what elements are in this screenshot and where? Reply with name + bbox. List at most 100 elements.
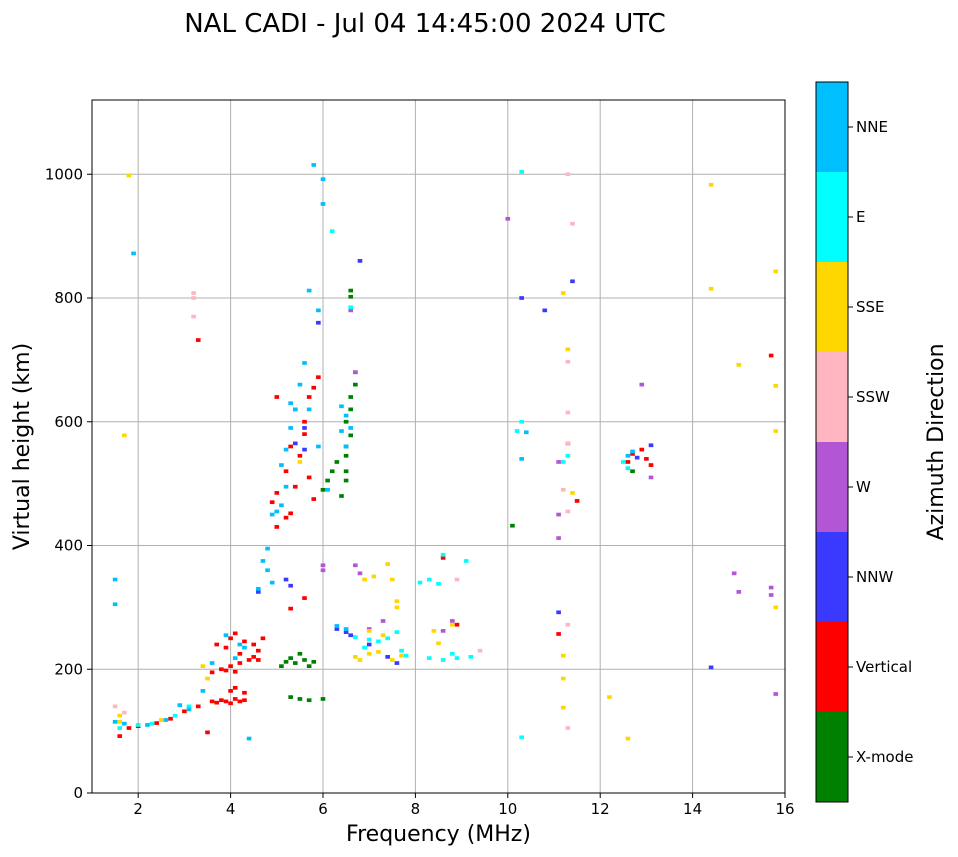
echo-point-vertical bbox=[648, 463, 654, 467]
echo-point-e bbox=[463, 559, 469, 563]
echo-point-e bbox=[625, 466, 631, 471]
echo-point-sse bbox=[560, 705, 566, 710]
echo-point-x-mode bbox=[348, 294, 354, 299]
echo-point-e bbox=[135, 723, 141, 727]
echo-point-nne bbox=[269, 580, 275, 585]
echo-point-vertical bbox=[288, 444, 293, 449]
echo-point-nne bbox=[283, 447, 289, 452]
echo-point-vertical bbox=[223, 645, 229, 650]
echo-point-w bbox=[731, 571, 737, 576]
colorbar-category-label: NNE bbox=[856, 118, 888, 136]
echo-point-nne bbox=[339, 429, 344, 433]
colorbar-swatch-sse bbox=[816, 262, 848, 352]
echo-point-sse bbox=[625, 736, 631, 741]
echo-point-nne bbox=[630, 449, 635, 454]
echo-point-e bbox=[385, 636, 390, 641]
echo-point-sse bbox=[389, 577, 395, 582]
echo-point-sse bbox=[560, 676, 566, 681]
echo-point-nne bbox=[302, 361, 307, 365]
echo-point-nnw bbox=[316, 320, 321, 325]
echo-point-nnw bbox=[570, 279, 575, 284]
echo-point-x-mode bbox=[279, 664, 284, 669]
echo-point-w bbox=[736, 590, 742, 594]
echo-point-vertical bbox=[274, 491, 280, 495]
echo-point-w bbox=[556, 536, 561, 540]
echo-point-e bbox=[450, 651, 455, 656]
echo-point-e bbox=[117, 726, 123, 730]
echo-point-x-mode bbox=[288, 656, 293, 660]
echo-point-ssw bbox=[191, 291, 196, 295]
echo-point-w bbox=[450, 619, 455, 623]
echo-point-sse bbox=[362, 577, 367, 582]
echo-point-nne bbox=[316, 308, 321, 313]
echo-point-sse bbox=[366, 651, 372, 656]
echo-point-nne bbox=[279, 463, 284, 467]
echo-point-nne bbox=[625, 453, 631, 458]
echo-point-nnw bbox=[648, 443, 654, 448]
echo-point-nne bbox=[265, 568, 270, 573]
plot-frame bbox=[92, 100, 785, 793]
echo-point-e bbox=[519, 169, 524, 174]
echo-point-nne bbox=[306, 288, 312, 293]
echo-point-vertical bbox=[219, 698, 224, 703]
echo-point-vertical bbox=[306, 475, 312, 480]
echo-point-x-mode bbox=[311, 659, 317, 664]
echo-point-vertical bbox=[454, 622, 460, 627]
echo-point-sse bbox=[560, 653, 566, 658]
echo-point-x-mode bbox=[348, 395, 354, 399]
echo-point-ssw bbox=[191, 314, 196, 319]
echo-point-nne bbox=[209, 661, 215, 665]
echo-point-sse bbox=[708, 286, 714, 291]
echo-point-w bbox=[768, 585, 774, 590]
echo-point-vertical bbox=[242, 639, 247, 644]
echo-point-e bbox=[440, 658, 446, 662]
echo-point-w bbox=[773, 692, 779, 696]
echo-point-nnw bbox=[385, 655, 390, 659]
echo-point-x-mode bbox=[348, 288, 354, 293]
echo-point-w bbox=[353, 370, 358, 375]
echo-point-vertical bbox=[232, 669, 238, 674]
colorbar-category-label: NNW bbox=[856, 568, 893, 586]
echo-point-nne bbox=[265, 546, 270, 551]
echo-point-nne bbox=[343, 413, 349, 418]
colorbar-border bbox=[815, 81, 849, 803]
echo-point-nne bbox=[279, 503, 284, 508]
colorbar-category-label: Vertical bbox=[856, 658, 912, 676]
echo-point-w bbox=[505, 216, 511, 221]
colorbar-swatch-x-mode bbox=[816, 712, 848, 802]
echo-point-ssw bbox=[570, 221, 575, 226]
echo-point-vertical bbox=[228, 636, 233, 641]
echo-point-e bbox=[366, 637, 372, 642]
echo-point-nnw bbox=[556, 610, 561, 615]
echo-point-e bbox=[426, 656, 432, 660]
echo-point-nnw bbox=[394, 661, 400, 665]
echo-point-vertical bbox=[237, 699, 243, 704]
echo-point-sse bbox=[205, 676, 210, 681]
echo-point-vertical bbox=[209, 670, 215, 675]
echo-point-vertical bbox=[195, 704, 201, 709]
echo-point-ssw bbox=[454, 577, 460, 582]
colorbar-swatch-vertical bbox=[816, 622, 848, 712]
echo-point-vertical bbox=[228, 689, 233, 693]
echo-point-vertical bbox=[292, 484, 298, 489]
echo-point-vertical bbox=[232, 631, 238, 636]
echo-point-w bbox=[440, 629, 446, 633]
echo-point-vertical bbox=[223, 699, 229, 704]
echo-point-e bbox=[403, 653, 409, 658]
echo-point-e bbox=[468, 655, 474, 659]
echo-point-vertical bbox=[274, 525, 280, 529]
echo-point-nne bbox=[112, 577, 118, 582]
echo-point-e bbox=[519, 735, 524, 740]
y-tick-label: 1000 bbox=[45, 165, 83, 183]
echo-point-nne bbox=[145, 723, 150, 727]
echo-point-nne bbox=[177, 703, 183, 707]
echo-point-nne bbox=[200, 689, 206, 693]
echo-point-vertical bbox=[283, 469, 289, 474]
echo-point-ssw bbox=[565, 622, 571, 627]
echo-point-vertical bbox=[316, 375, 321, 380]
echo-point-nne bbox=[242, 645, 247, 650]
echo-point-nne bbox=[320, 177, 326, 182]
echo-point-nne bbox=[339, 404, 344, 409]
echo-point-nne bbox=[311, 163, 317, 167]
colorbar-category-label: E bbox=[856, 208, 865, 226]
